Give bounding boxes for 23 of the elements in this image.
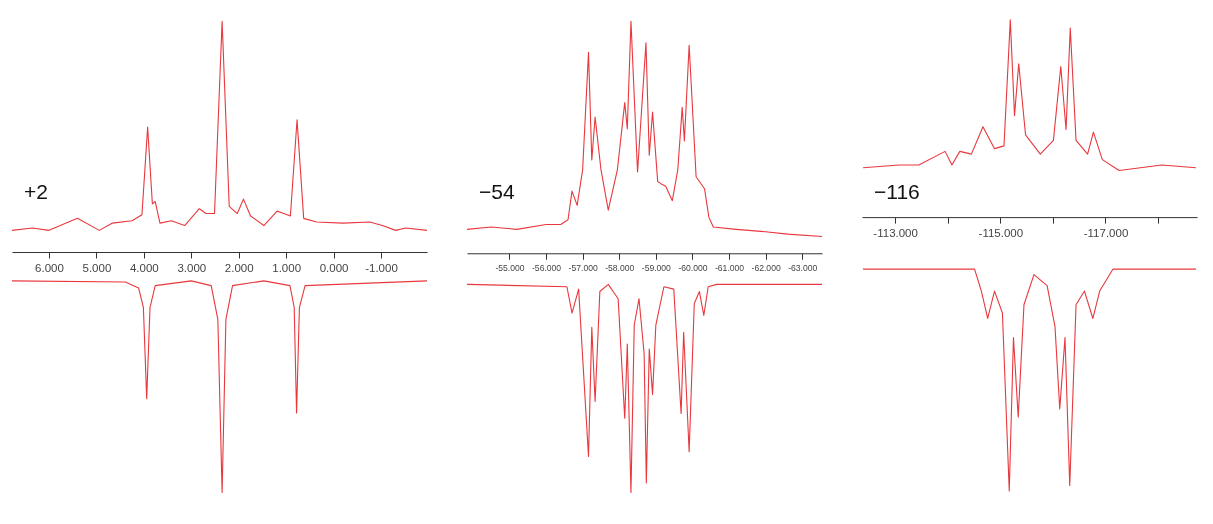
x-tick-label: -63.000: [788, 262, 818, 273]
x-tick-label: -117.000: [1083, 226, 1129, 239]
x-tick-label: -56.000: [532, 262, 562, 273]
x-tick-label: -60.000: [678, 262, 708, 273]
x-tick-label: 0.000: [319, 261, 349, 274]
x-tick-label: 1.000: [272, 261, 302, 274]
x-tick-label: -113.000: [873, 226, 918, 239]
x-tick-label: -57.000: [568, 262, 598, 273]
x-tick-label: 5.000: [82, 261, 112, 274]
x-tick-label: -1.000: [365, 261, 398, 274]
annotation: −116: [874, 180, 920, 204]
x-tick-label: -61.000: [714, 262, 745, 273]
x-tick-label: -115.000: [978, 226, 1024, 239]
x-tick-label: 4.000: [129, 261, 159, 274]
annotation: +2: [24, 180, 48, 204]
x-tick-label: 2.000: [224, 261, 254, 274]
x-tick-label: -55.000: [495, 262, 525, 273]
x-tick-label: -59.000: [641, 262, 672, 273]
x-tick-label: -58.000: [605, 262, 635, 273]
x-tick-label: 3.000: [177, 261, 207, 274]
annotation: −54: [479, 180, 515, 204]
x-tick-label: -62.000: [751, 262, 781, 273]
x-tick-label: 6.000: [35, 261, 64, 274]
